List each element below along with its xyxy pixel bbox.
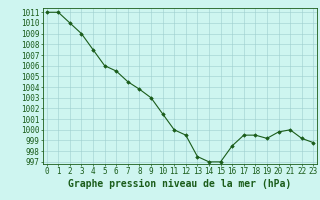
X-axis label: Graphe pression niveau de la mer (hPa): Graphe pression niveau de la mer (hPa) (68, 179, 292, 189)
